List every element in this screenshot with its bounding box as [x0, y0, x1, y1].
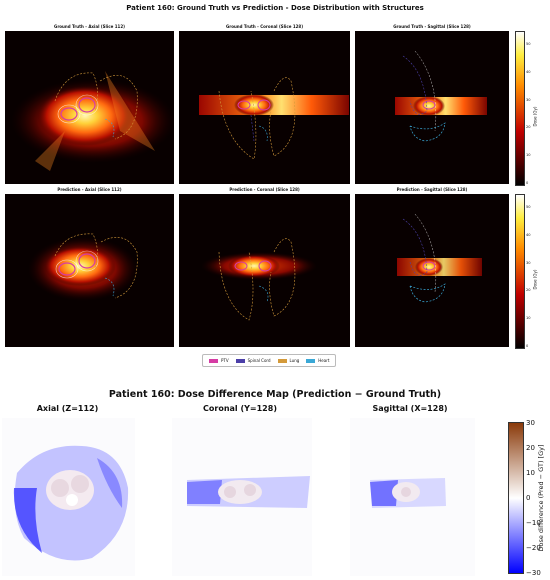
- dose-colorbar-top-tick: 40: [526, 69, 531, 74]
- dose-colorbar-bottom-tick: 40: [526, 232, 531, 237]
- ptv-contour: [58, 262, 76, 276]
- panel-pred-axial: [5, 194, 174, 347]
- dose-colorbar-bottom-tick: 20: [526, 288, 531, 293]
- legend-swatch: [306, 359, 316, 363]
- diff-colorbar-tick: −20: [526, 544, 541, 552]
- lung-contour: [54, 72, 98, 112]
- legend-swatch: [209, 359, 218, 363]
- legend-item-heart: Heart: [306, 358, 329, 363]
- panel-title-gt-axial: Ground Truth - Axial (Slice 112): [54, 24, 125, 29]
- ptv-contour: [60, 107, 78, 121]
- ptv-contour: [422, 100, 436, 110]
- heart-contour: [104, 118, 115, 138]
- spinal-cord-contour: [250, 114, 255, 142]
- panel-title-pred-axial: Prediction - Axial (Slice 112): [57, 187, 122, 192]
- dose-colorbar-bottom-tick: 50: [526, 204, 531, 209]
- dose-hotspot: [44, 246, 116, 286]
- panel-gt-sagittal: [355, 31, 509, 184]
- diff-colorbar-tick: −30: [526, 569, 541, 577]
- lung-contour: [54, 233, 98, 271]
- diff-title-coronal: Coronal (Y=128): [203, 404, 277, 413]
- dose-colorbar-bottom-tick: 0: [526, 344, 529, 348]
- dose-colorbar-top-tick: 10: [526, 153, 531, 158]
- dose-colorbar-bottom: [515, 194, 525, 349]
- legend-item-lung: Lung: [277, 358, 300, 363]
- dose-colorbar-top: [515, 31, 525, 186]
- heart-contour: [258, 285, 269, 303]
- legend-label: Spinal Cord: [247, 358, 271, 363]
- ptv-contour: [234, 261, 248, 271]
- dose-colorbar-bottom-tick: 30: [526, 260, 531, 265]
- legend-label: Heart: [318, 358, 330, 363]
- dose-colorbar-label-bottom: Dose (Gy): [532, 269, 538, 290]
- panel-title-gt-sagittal: Ground Truth - Sagittal (Slice 128): [393, 24, 471, 29]
- diff-colorbar: [508, 422, 524, 574]
- dose-colorbar-label-top: Dose (Gy): [532, 106, 538, 127]
- dose-colorbar-top-tick: 50: [526, 41, 531, 46]
- diff-colorbar-tick: 20: [526, 444, 535, 452]
- ptv-contour: [237, 100, 251, 110]
- diff-panel-axial: [2, 418, 135, 576]
- diff-colorbar-tick: 0: [526, 494, 531, 502]
- diff-colorbar-tick: 30: [526, 419, 535, 427]
- legend-swatch: [277, 359, 287, 363]
- diff-title-axial: Axial (Z=112): [36, 404, 99, 413]
- panel-pred-sagittal: [355, 194, 509, 347]
- figure1-suptitle: Patient 160: Ground Truth vs Prediction …: [126, 4, 424, 12]
- dose-colorbar-top-tick: 0: [526, 181, 529, 185]
- spinal-cord-contour: [402, 218, 428, 276]
- dose-colorbar-top-tick: 20: [526, 125, 531, 130]
- diff-panel-coronal: [172, 418, 312, 576]
- panel-title-gt-coronal: Ground Truth - Coronal (Slice 128): [225, 24, 304, 29]
- dose-hotspot: [37, 86, 133, 146]
- spinal-cord-contour: [402, 55, 428, 115]
- diff-colorbar-tick: 10: [526, 469, 535, 477]
- diff-title-sagittal: Sagittal (X=128): [372, 404, 448, 413]
- heart-contour: [104, 277, 115, 297]
- diff-panel-sagittal: [350, 418, 475, 576]
- dose-colorbar-top-tick: 30: [526, 97, 531, 102]
- heart-contour: [409, 122, 446, 142]
- lung-contour: [218, 90, 257, 160]
- panel-gt-coronal: [179, 31, 350, 184]
- heart-contour: [258, 125, 268, 142]
- legend-item-spinal-cord: Spinal Cord: [235, 358, 271, 363]
- diff-colorbar-tick: −10: [526, 519, 541, 527]
- legend-label: PTV: [221, 358, 229, 363]
- legend-label: Lung: [289, 358, 300, 363]
- panel-gt-axial: [5, 31, 174, 184]
- structure-legend: PTV Spinal Cord Lung Heart: [202, 354, 337, 367]
- figure2-title: Patient 160: Dose Difference Map (Predic…: [108, 389, 442, 400]
- panel-title-pred-coronal: Prediction - Coronal (Slice 128): [229, 187, 300, 192]
- panel-pred-coronal: [179, 194, 350, 347]
- legend-swatch: [235, 359, 245, 363]
- ptv-contour: [422, 261, 436, 271]
- heart-contour: [409, 283, 446, 303]
- panel-title-pred-sagittal: Prediction - Sagittal (Slice 128): [396, 187, 468, 192]
- diff-colorbar-label: Dose difference (Pred − GT) [Gy]: [537, 444, 545, 552]
- dose-colorbar-bottom-tick: 10: [526, 316, 531, 321]
- legend-item-ptv: PTV: [209, 358, 229, 363]
- lung-contour: [218, 251, 254, 321]
